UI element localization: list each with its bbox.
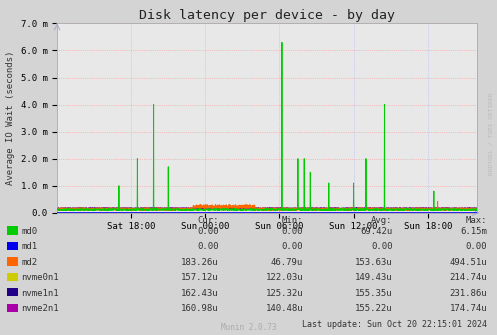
Text: 46.79u: 46.79u (271, 258, 303, 267)
Text: 69.42u: 69.42u (360, 227, 393, 236)
Text: 160.98u: 160.98u (181, 304, 219, 313)
Text: 0.00: 0.00 (282, 243, 303, 251)
Text: 0.00: 0.00 (466, 243, 487, 251)
Text: Munin 2.0.73: Munin 2.0.73 (221, 323, 276, 332)
Text: 174.74u: 174.74u (449, 304, 487, 313)
Text: 122.03u: 122.03u (265, 273, 303, 282)
Text: 155.22u: 155.22u (355, 304, 393, 313)
Text: 494.51u: 494.51u (449, 258, 487, 267)
Title: Disk latency per device - by day: Disk latency per device - by day (139, 9, 395, 22)
Y-axis label: Average IO Wait (seconds): Average IO Wait (seconds) (6, 51, 15, 185)
Text: md2: md2 (21, 258, 37, 267)
Text: nvme0n1: nvme0n1 (21, 273, 59, 282)
Text: 155.35u: 155.35u (355, 289, 393, 297)
Text: 149.43u: 149.43u (355, 273, 393, 282)
Text: 140.48u: 140.48u (265, 304, 303, 313)
Text: 0.00: 0.00 (197, 227, 219, 236)
Text: 0.00: 0.00 (371, 243, 393, 251)
Text: RRDTOOL / TOBI OETIKER: RRDTOOL / TOBI OETIKER (489, 93, 494, 175)
Text: 0.00: 0.00 (282, 227, 303, 236)
Text: 183.26u: 183.26u (181, 258, 219, 267)
Text: md1: md1 (21, 243, 37, 251)
Text: nvme1n1: nvme1n1 (21, 289, 59, 297)
Text: Min:: Min: (282, 216, 303, 225)
Text: Cur:: Cur: (197, 216, 219, 225)
Text: 153.63u: 153.63u (355, 258, 393, 267)
Text: Max:: Max: (466, 216, 487, 225)
Text: Avg:: Avg: (371, 216, 393, 225)
Text: 162.43u: 162.43u (181, 289, 219, 297)
Text: md0: md0 (21, 227, 37, 236)
Text: 0.00: 0.00 (197, 243, 219, 251)
Text: Last update: Sun Oct 20 22:15:01 2024: Last update: Sun Oct 20 22:15:01 2024 (302, 321, 487, 329)
Text: 157.12u: 157.12u (181, 273, 219, 282)
Text: 6.15m: 6.15m (460, 227, 487, 236)
Text: 231.86u: 231.86u (449, 289, 487, 297)
Text: 125.32u: 125.32u (265, 289, 303, 297)
Text: 214.74u: 214.74u (449, 273, 487, 282)
Text: nvme2n1: nvme2n1 (21, 304, 59, 313)
